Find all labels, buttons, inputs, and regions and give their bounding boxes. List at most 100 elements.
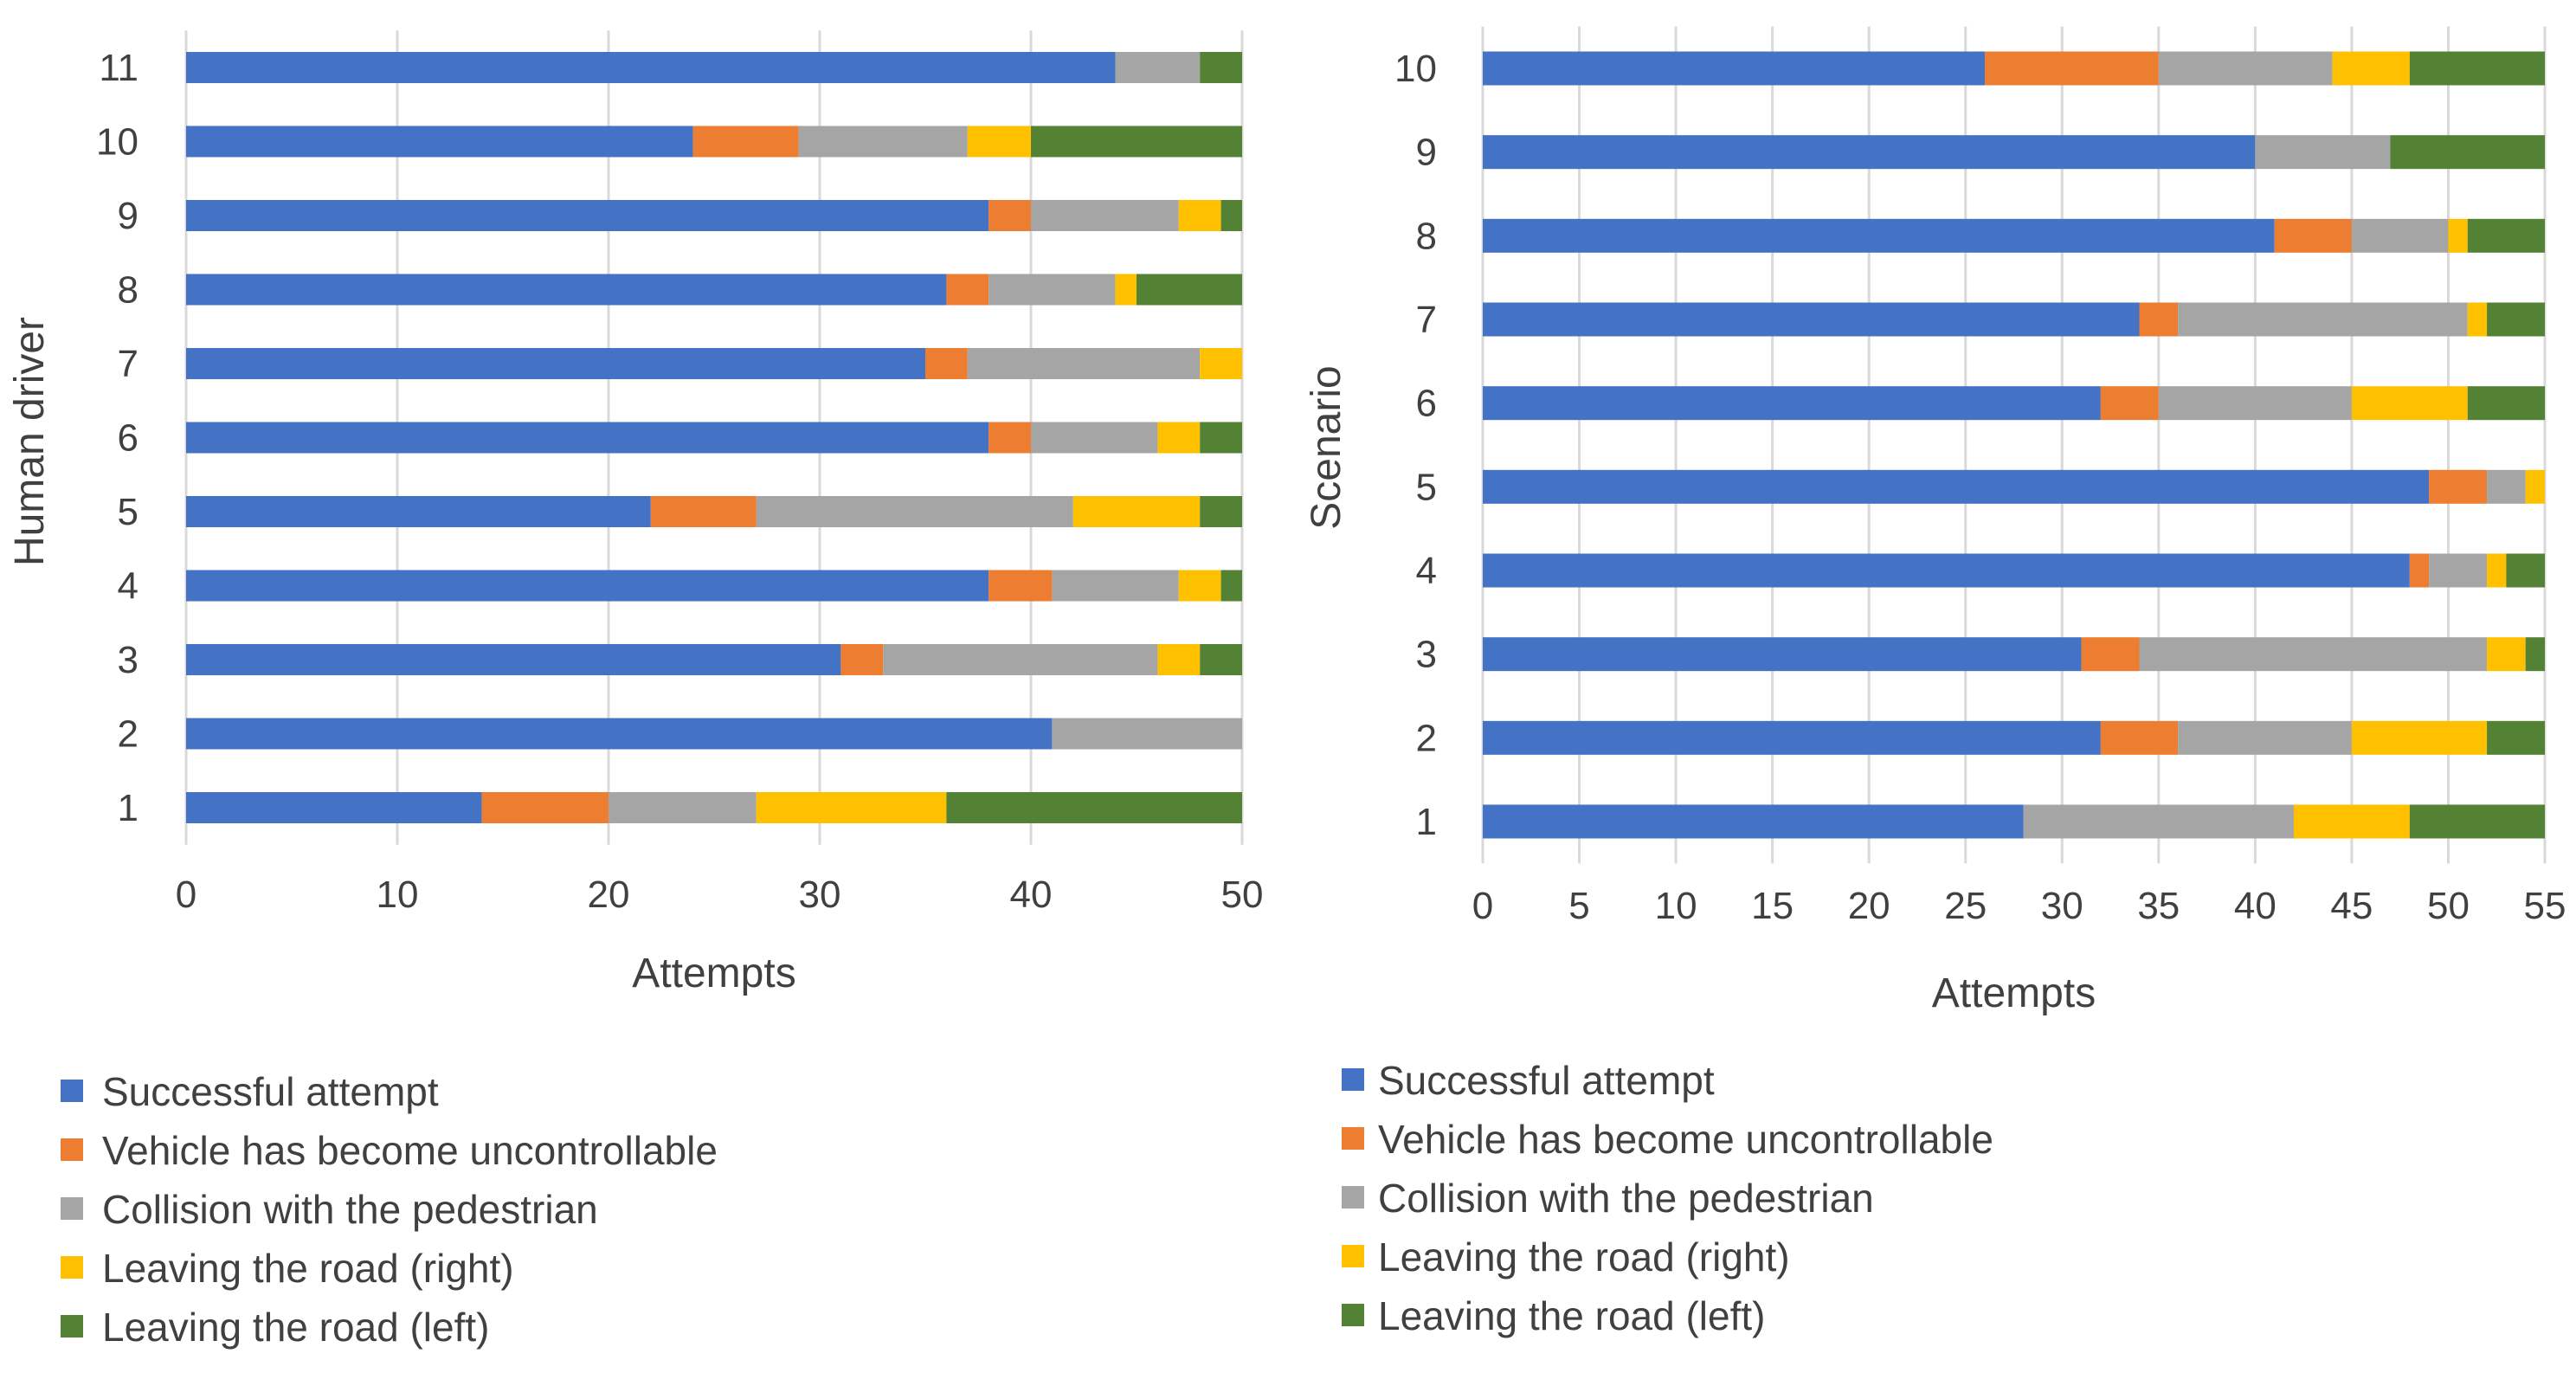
bar-leaving_left-4 bbox=[2506, 553, 2545, 588]
bar-leaving_right-5 bbox=[2525, 469, 2545, 504]
bar-collision-10 bbox=[798, 126, 968, 158]
bar-collision-6 bbox=[2158, 386, 2352, 421]
bar-collision-2 bbox=[1052, 718, 1242, 750]
bar-collision-8 bbox=[989, 274, 1116, 306]
bar-leaving_left-9 bbox=[2390, 135, 2545, 170]
bar-leaving_left-4 bbox=[1220, 570, 1242, 602]
legend-label-uncontrollable: Vehicle has become uncontrollable bbox=[102, 1128, 718, 1173]
x-tick-label: 30 bbox=[2041, 885, 2083, 927]
bar-uncontrollable-7 bbox=[2139, 302, 2179, 337]
bar-successful-7 bbox=[1483, 302, 2140, 337]
bar-successful-10 bbox=[186, 126, 693, 158]
category-label: 3 bbox=[1416, 634, 1437, 676]
x-tick-label: 40 bbox=[1010, 873, 1053, 916]
category-label: 8 bbox=[118, 269, 138, 312]
bar-leaving_right-3 bbox=[2487, 637, 2526, 672]
legend-label-uncontrollable: Vehicle has become uncontrollable bbox=[1378, 1117, 1993, 1162]
category-label: 7 bbox=[118, 343, 138, 385]
legend-swatch-collision bbox=[61, 1197, 83, 1220]
category-label: 9 bbox=[1416, 132, 1437, 174]
bar-leaving_left-10 bbox=[1031, 126, 1242, 158]
human-driver-chart: 0 10 20 30 40 50 1 2 3 4 5 6 7 8 9 10 11 Attempts Human dr… bbox=[7, 30, 1263, 1350]
bar-collision-8 bbox=[2351, 218, 2449, 253]
bar-successful-6 bbox=[1483, 386, 2101, 421]
x-tick-label: 50 bbox=[1221, 873, 1264, 916]
x-tick-label: 5 bbox=[1568, 885, 1589, 927]
bar-leaving_right-1 bbox=[756, 792, 947, 823]
bar-uncontrollable-4 bbox=[2409, 553, 2430, 588]
x-tick-label: 30 bbox=[799, 873, 841, 916]
category-label: 5 bbox=[118, 491, 138, 533]
bar-successful-11 bbox=[186, 52, 1116, 83]
legend: Successful attempt Vehicle has become unc… bbox=[1342, 1058, 1993, 1338]
bar-collision-5 bbox=[2487, 469, 2526, 504]
bar-successful-2 bbox=[1483, 720, 2101, 755]
bar-collision-9 bbox=[1031, 200, 1179, 231]
category-label: 10 bbox=[96, 121, 138, 164]
bar-uncontrollable-5 bbox=[2429, 469, 2488, 504]
bar-collision-10 bbox=[2158, 51, 2333, 86]
bar-collision-7 bbox=[2178, 302, 2468, 337]
bar-collision-5 bbox=[756, 496, 1073, 527]
bar-successful-9 bbox=[1483, 135, 2256, 170]
bar-uncontrollable-8 bbox=[2274, 218, 2352, 253]
x-tick-labels: 0 10 20 30 40 50 bbox=[176, 873, 1264, 916]
x-tick-label: 40 bbox=[2234, 885, 2277, 927]
x-tick-label: 50 bbox=[2427, 885, 2470, 927]
bar-leaving_left-11 bbox=[1200, 52, 1242, 83]
bar-leaving_left-6 bbox=[2467, 386, 2545, 421]
bar-collision-3 bbox=[2139, 637, 2488, 672]
x-tick-label: 20 bbox=[1848, 885, 1890, 927]
category-label: 10 bbox=[1394, 48, 1437, 90]
legend-swatch-uncontrollable bbox=[1342, 1127, 1364, 1150]
legend-swatch-leaving_right bbox=[1342, 1245, 1364, 1267]
x-tick-label: 25 bbox=[1944, 885, 1987, 927]
bar-collision-1 bbox=[609, 792, 757, 823]
bar-leaving_left-6 bbox=[1200, 422, 1242, 454]
bar-uncontrollable-9 bbox=[989, 200, 1031, 231]
bars bbox=[1483, 51, 2545, 839]
category-label: 4 bbox=[1416, 550, 1437, 592]
legend-label-collision: Collision with the pedestrian bbox=[1378, 1176, 1874, 1221]
legend-label-leaving_left: Leaving the road (left) bbox=[102, 1305, 490, 1350]
x-tick-label: 0 bbox=[1472, 885, 1493, 927]
bar-leaving_right-10 bbox=[2332, 51, 2410, 86]
bar-leaving_right-4 bbox=[2487, 553, 2507, 588]
bar-successful-6 bbox=[186, 422, 989, 454]
bar-uncontrollable-7 bbox=[925, 348, 968, 379]
bar-collision-3 bbox=[883, 644, 1158, 675]
legend-label-collision: Collision with the pedestrian bbox=[102, 1187, 598, 1232]
bar-leaving_right-6 bbox=[2351, 386, 2468, 421]
bar-uncontrollable-5 bbox=[650, 496, 757, 527]
bar-leaving_right-4 bbox=[1178, 570, 1221, 602]
bar-leaving_left-10 bbox=[2409, 51, 2545, 86]
y-axis-title: Human driver bbox=[7, 317, 53, 566]
bar-collision-1 bbox=[2023, 804, 2294, 839]
legend-swatch-leaving_left bbox=[1342, 1304, 1364, 1326]
category-label: 11 bbox=[99, 47, 138, 89]
y-tick-labels: 1 2 3 4 5 6 7 8 9 10 11 bbox=[96, 47, 138, 829]
bar-leaving_right-1 bbox=[2293, 804, 2410, 839]
bar-leaving_right-6 bbox=[1157, 422, 1201, 454]
bar-leaving_right-2 bbox=[2351, 720, 2488, 755]
bar-successful-4 bbox=[186, 570, 989, 602]
bar-leaving_left-5 bbox=[1200, 496, 1242, 527]
bar-uncontrollable-10 bbox=[692, 126, 799, 158]
x-axis-title: Attempts bbox=[632, 951, 795, 996]
x-tick-label: 20 bbox=[588, 873, 630, 916]
category-label: 2 bbox=[1416, 717, 1437, 759]
category-label: 6 bbox=[118, 417, 138, 460]
category-label: 1 bbox=[1416, 801, 1437, 843]
scenario-chart: 0 5 10 15 20 25 30 35 40 45 50 5512345678910Attempt… bbox=[1304, 26, 2566, 1338]
category-label: 3 bbox=[118, 639, 138, 681]
bar-successful-4 bbox=[1483, 553, 2410, 588]
bar-collision-11 bbox=[1115, 52, 1201, 83]
bar-uncontrollable-3 bbox=[840, 644, 884, 675]
bar-successful-7 bbox=[186, 348, 925, 379]
bar-successful-8 bbox=[186, 274, 947, 306]
bar-successful-5 bbox=[186, 496, 651, 527]
x-tick-label: 0 bbox=[176, 873, 196, 916]
legend-swatch-leaving_right bbox=[61, 1256, 83, 1279]
bar-collision-6 bbox=[1031, 422, 1158, 454]
